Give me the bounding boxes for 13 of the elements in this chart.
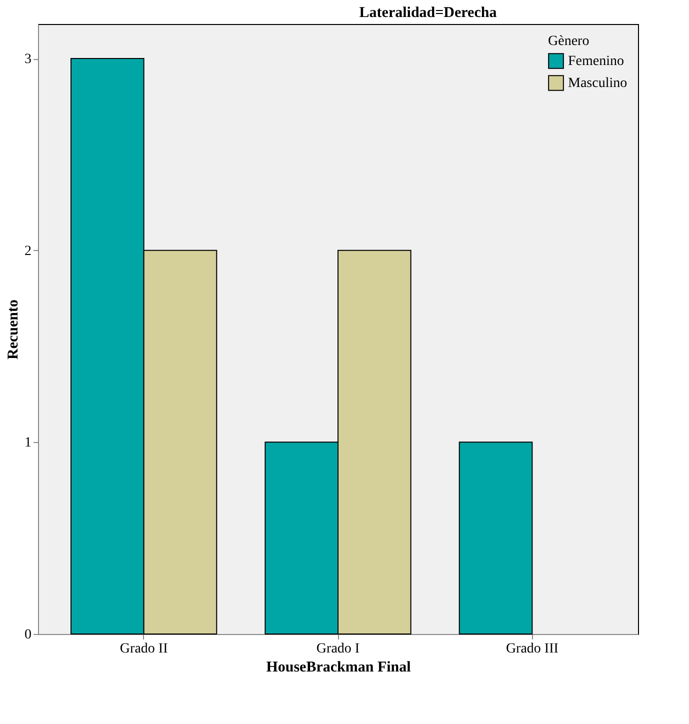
y-axis-title: Recuento (6, 300, 22, 360)
legend-label: Masculino (568, 76, 628, 91)
legend-label: Femenino (568, 54, 624, 69)
y-tick-label: 3 (24, 52, 32, 68)
y-tick-label: 2 (24, 244, 32, 259)
x-axis-title: HouseBrackman Final (266, 660, 411, 676)
x-tick-label: Grado II (120, 642, 168, 656)
y-tick-label: 0 (24, 628, 32, 642)
chart-title: Lateralidad=Derecha (359, 5, 498, 21)
x-tick-label: Grado I (316, 642, 360, 656)
x-tick-label: Grado III (506, 642, 559, 656)
y-tick-label: 1 (24, 436, 32, 451)
legend-title: Gènero (548, 34, 590, 49)
